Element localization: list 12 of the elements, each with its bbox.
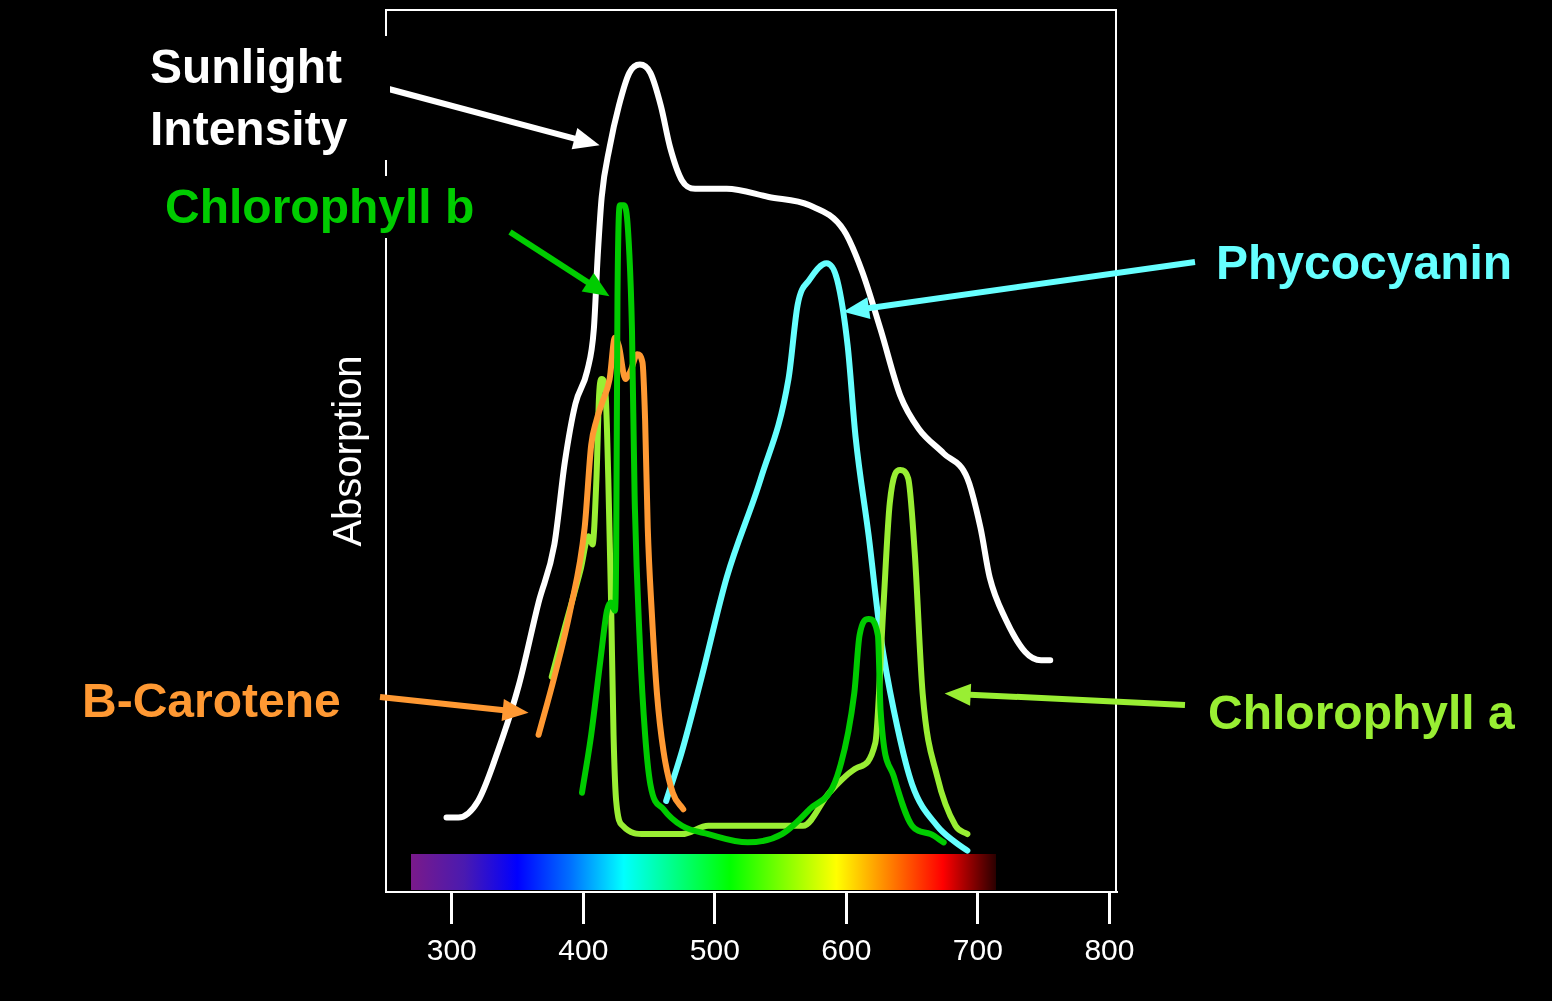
text: Chlorophyll b (165, 176, 475, 238)
legend-label: B-Carotene (82, 670, 341, 732)
y-axis-title: Absorption (325, 355, 370, 547)
text: Chlorophyll a (1208, 682, 1515, 744)
x-tick-label: 700 (952, 933, 1003, 967)
x-tick-label: 600 (821, 933, 872, 967)
x-tick-label: 400 (558, 933, 609, 967)
legend-label: Sunlight Intensity (150, 36, 390, 160)
x-tick-label: 500 (689, 933, 740, 967)
text: Phycocyanin (1216, 232, 1513, 294)
x-tick-label: 300 (426, 933, 477, 967)
x-tick-label: 800 (1084, 933, 1135, 967)
